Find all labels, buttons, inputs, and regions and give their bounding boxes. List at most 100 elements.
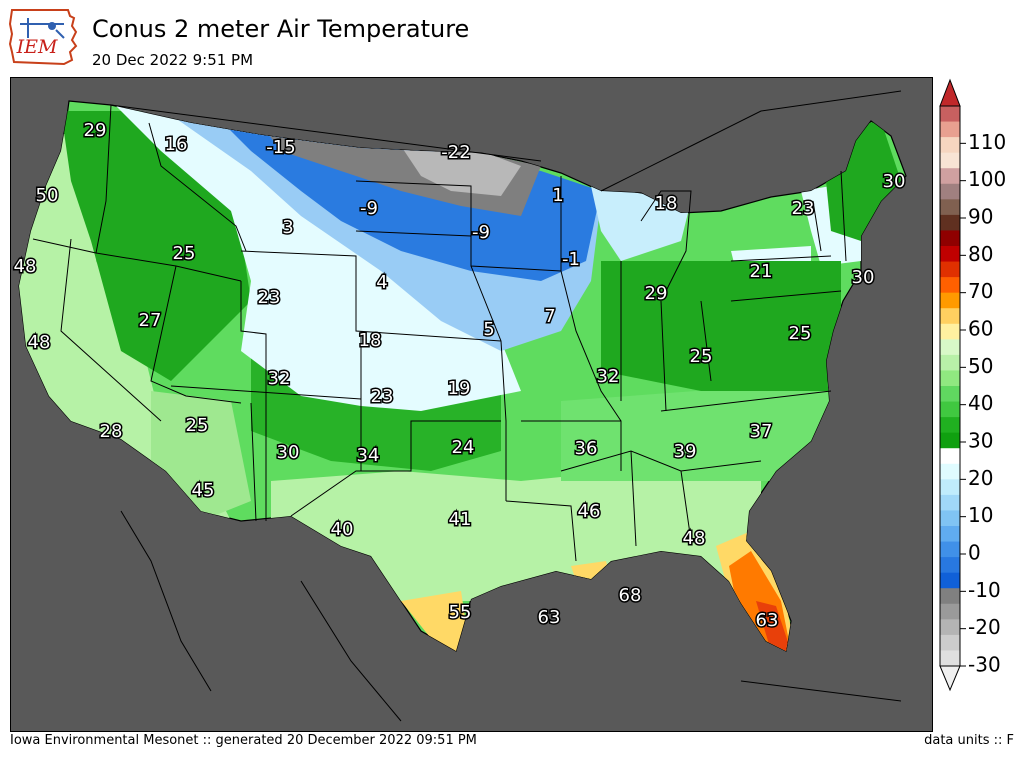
colorbar-bin: [940, 214, 960, 231]
colorbar-tick-label: 90: [968, 205, 993, 229]
colorbar-bin: [940, 603, 960, 620]
colorbar-bin: [940, 199, 960, 216]
station-value: 55: [449, 602, 472, 623]
station-value: 28: [100, 421, 123, 442]
colorbar-tick-label: 0: [968, 541, 981, 565]
colorbar-tick-label: 20: [968, 466, 993, 490]
station-value: 3: [282, 217, 293, 238]
colorbar-tick-label: -30: [968, 653, 1001, 677]
colorbar-bin: [940, 650, 960, 667]
station-value: -9: [472, 222, 490, 243]
station-value: 46: [578, 501, 601, 522]
station-value: 50: [36, 185, 59, 206]
colorbar-bin: [940, 308, 960, 325]
station-value: 63: [756, 610, 779, 631]
colorbar-tick-label: 100: [968, 167, 1006, 191]
iem-logo: IEM: [8, 9, 78, 66]
station-value: 19: [448, 378, 471, 399]
colorbar-bin: [940, 479, 960, 496]
station-value: -9: [360, 198, 378, 219]
logo-text: IEM: [16, 36, 58, 58]
colorbar-bin: [940, 557, 960, 574]
station-value: 21: [750, 261, 773, 282]
station-value: 25: [789, 323, 812, 344]
station-value: 7: [544, 306, 555, 327]
station-value: 25: [690, 346, 713, 367]
station-value: 18: [655, 193, 678, 214]
station-value: -15: [266, 137, 295, 158]
station-value: 29: [645, 283, 668, 304]
colorbar-tick-label: 10: [968, 503, 993, 527]
colorbar-bin: [940, 634, 960, 651]
station-value: 24: [452, 437, 475, 458]
station-value: 30: [277, 442, 300, 463]
colorbar-tick-label: -10: [968, 578, 1001, 602]
colorbar-bin: [940, 619, 960, 636]
station-value: 23: [792, 198, 815, 219]
colorbar-bin: [940, 292, 960, 309]
colorbar-bin: [940, 152, 960, 169]
colorbar-bin: [940, 463, 960, 480]
station-value: 37: [750, 421, 773, 442]
colorbar-bin: [940, 168, 960, 185]
station-value: 48: [14, 256, 37, 277]
station-value: 40: [331, 519, 354, 540]
station-value: 41: [449, 509, 472, 530]
colorbar-bin: [940, 230, 960, 247]
country-borders: [110, 90, 902, 722]
colorbar-bin: [940, 510, 960, 527]
colorbar-tick-label: 30: [968, 429, 993, 453]
colorbar-bin: [940, 432, 960, 449]
station-value: -22: [441, 142, 470, 163]
station-value: 30: [883, 171, 906, 192]
station-value: 68: [619, 585, 642, 606]
station-value: 5: [483, 319, 494, 340]
colorbar-bin: [940, 246, 960, 263]
station-value: 39: [674, 441, 697, 462]
station-value: 32: [268, 368, 291, 389]
colorbar-bin: [940, 541, 960, 558]
colorbar-bin: [940, 183, 960, 200]
colorbar-bin: [940, 323, 960, 340]
colorbar-bin: [940, 401, 960, 418]
colorbar-bin: [940, 386, 960, 403]
station-value: 23: [258, 287, 281, 308]
colorbar-bin: [940, 339, 960, 356]
colorbar-tick-label: 80: [968, 242, 993, 266]
colorbar-bin: [940, 572, 960, 589]
station-value: 1: [552, 185, 563, 206]
colorbar-bin: [940, 106, 960, 123]
station-value: 29: [84, 120, 107, 141]
station-value: 45: [192, 480, 215, 501]
map-timestamp: 20 Dec 2022 9:51 PM: [92, 51, 254, 69]
temperature-labels: 29 16 -15 -22 1 18 30 50 25 3 -9 -9 23 4…: [12, 119, 907, 633]
station-value: 16: [165, 134, 188, 155]
station-value: 25: [186, 415, 209, 436]
colorbar-bin: [940, 370, 960, 387]
station-value: 23: [371, 386, 394, 407]
station-value: 63: [538, 607, 561, 628]
temperature-map: 29 16 -15 -22 1 18 30 50 25 3 -9 -9 23 4…: [10, 77, 933, 732]
footer-credit: Iowa Environmental Mesonet :: generated …: [10, 733, 477, 748]
station-value: 30: [852, 267, 875, 288]
colorbar-tick-label: 110: [968, 130, 1006, 154]
map-title: Conus 2 meter Air Temperature: [92, 15, 470, 43]
colorbar-bin: [940, 417, 960, 434]
colorbar-bin: [940, 137, 960, 154]
colorbar-bin: [940, 261, 960, 278]
colorbar-tick-label: 50: [968, 354, 993, 378]
colorbar-bin: [940, 121, 960, 138]
colorbar-bin: [940, 448, 960, 465]
state-borders: [32, 104, 847, 562]
station-value: -1: [562, 249, 580, 270]
station-value: 27: [139, 310, 162, 331]
station-value: 48: [28, 332, 51, 353]
station-value: 36: [575, 438, 598, 459]
data-units: data units :: F: [924, 733, 1014, 748]
station-value: 25: [173, 243, 196, 264]
colorbar-bin: [940, 354, 960, 371]
temperature-fill: [19, 101, 901, 651]
colorbar-tick-label: 70: [968, 279, 993, 303]
colorbar-tick-label: 40: [968, 391, 993, 415]
